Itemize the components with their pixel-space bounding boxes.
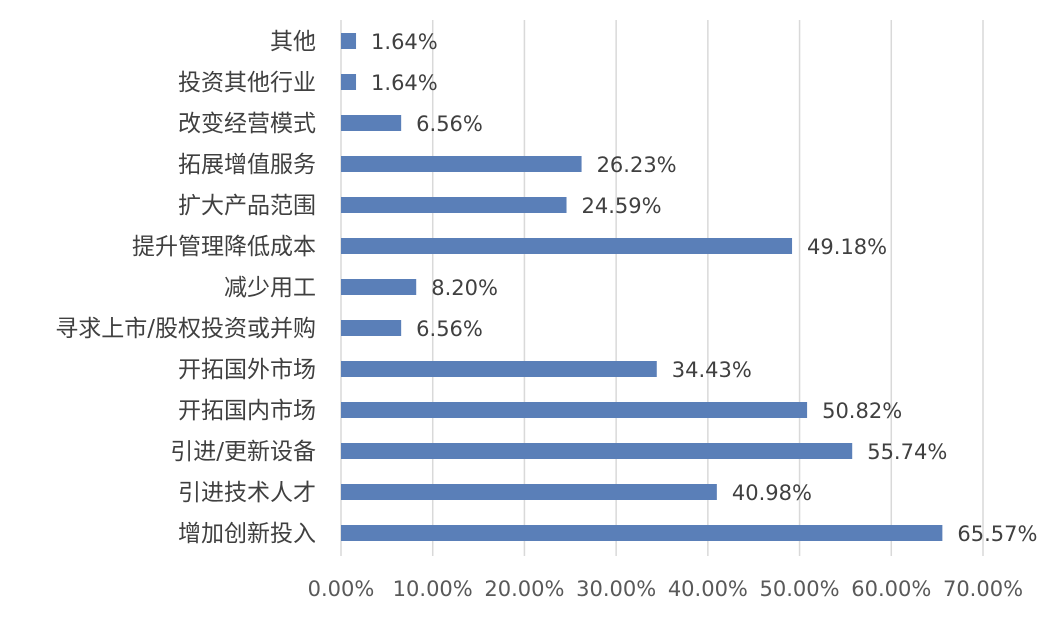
category-labels: 其他投资其他行业改变经营模式拓展增值服务扩大产品范围提升管理降低成本减少用工寻求… [55, 29, 316, 547]
bar [341, 238, 793, 254]
bar [341, 74, 357, 90]
bars [341, 33, 943, 541]
bar [341, 115, 402, 131]
gridlines [340, 20, 984, 556]
category-label: 拓展增值服务 [178, 152, 316, 178]
bar [341, 279, 417, 295]
category-label: 开拓国内市场 [178, 398, 316, 424]
bar [341, 33, 357, 49]
bar [341, 361, 657, 377]
category-label: 引进技术人才 [178, 480, 316, 506]
category-label: 增加创新投入 [178, 521, 316, 547]
x-tick-label: 60.00% [851, 577, 931, 601]
x-tick-label: 0.00% [308, 577, 375, 601]
category-label: 其他 [270, 29, 316, 55]
category-label: 开拓国外市场 [178, 357, 316, 383]
category-label: 投资其他行业 [178, 70, 316, 96]
bar [341, 484, 717, 500]
x-tick-label: 40.00% [668, 577, 748, 601]
bar-value-label: 55.74% [867, 440, 947, 464]
category-label: 扩大产品范围 [178, 193, 316, 219]
bar [341, 156, 582, 172]
bar [341, 320, 402, 336]
bar-value-label: 6.56% [416, 112, 483, 136]
bar-value-label: 49.18% [807, 235, 887, 259]
x-tick-label: 70.00% [943, 577, 1023, 601]
category-label: 减少用工 [224, 275, 316, 301]
x-tick-labels: 0.00% 10.00% 20.00% 30.00% 40.00% 50.00% 60.00… [308, 577, 1023, 601]
bar-value-label: 1.64% [371, 30, 438, 54]
category-label: 提升管理降低成本 [132, 234, 316, 260]
bar [341, 525, 943, 541]
bar [341, 197, 567, 213]
category-label: 引进/更新设备 [170, 439, 316, 465]
bar-value-label: 65.57% [957, 522, 1037, 546]
x-tick-label: 20.00% [484, 577, 564, 601]
bar-value-label: 26.23% [597, 153, 677, 177]
bar-value-label: 40.98% [732, 481, 812, 505]
bar-value-label: 6.56% [416, 317, 483, 341]
x-tick-label: 10.00% [393, 577, 473, 601]
category-label: 寻求上市/股权投资或并购 [55, 316, 316, 342]
x-tick-label: 30.00% [576, 577, 656, 601]
value-labels: 1.64% 1.64% 6.56% 26.23% 24.59% 49.18% 8.20% 6.… [371, 30, 1037, 546]
bar-value-label: 24.59% [582, 194, 662, 218]
bar-value-label: 50.82% [822, 399, 902, 423]
bar-value-label: 1.64% [371, 71, 438, 95]
bar [341, 402, 808, 418]
category-label: 改变经营模式 [178, 111, 316, 137]
x-tick-label: 50.00% [760, 577, 840, 601]
bar-value-label: 8.20% [431, 276, 498, 300]
bar [341, 443, 853, 459]
bar-value-label: 34.43% [672, 358, 752, 382]
